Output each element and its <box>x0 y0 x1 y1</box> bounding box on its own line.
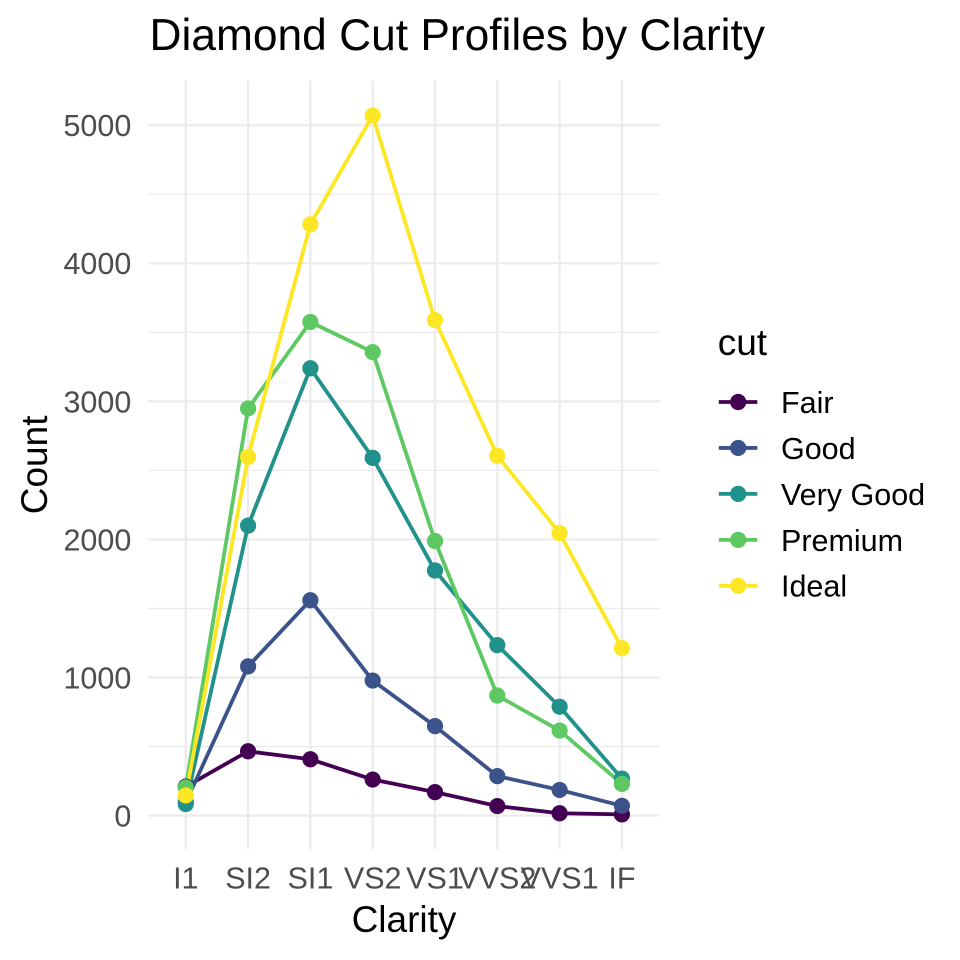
point-very-good-si2 <box>239 517 257 534</box>
point-good-si2 <box>239 658 257 675</box>
legend-item-good: Good <box>718 432 856 466</box>
legend-label-good: Good <box>781 432 856 466</box>
point-premium-si2 <box>239 400 257 417</box>
grid-minor-layer <box>148 193 660 748</box>
x-tick-label-si1: SI1 <box>288 862 334 896</box>
legend-label-very-good: Very Good <box>781 478 925 512</box>
point-very-good-vs2 <box>364 449 381 466</box>
point-very-good-vvs1 <box>551 698 568 715</box>
point-good-vs2 <box>364 672 381 689</box>
legend-title: cut <box>718 322 768 363</box>
y-tick-label-4000: 4000 <box>63 247 131 281</box>
point-very-good-vs1 <box>426 562 444 579</box>
legend-key-dot-good <box>730 439 747 457</box>
legend-key-dot-very-good <box>730 485 747 502</box>
series-line-premium <box>183 320 624 788</box>
y-tick-label-5000: 5000 <box>63 109 131 143</box>
x-tick-label-vvs1: VVS1 <box>521 862 599 896</box>
point-ideal-i1 <box>177 787 194 804</box>
x-tick-label-vs2: VS2 <box>344 862 402 896</box>
x-tick-label-if: IF <box>608 862 635 896</box>
point-premium-if <box>613 775 631 792</box>
series-line-ideal <box>183 113 624 796</box>
point-very-good-vvs2 <box>489 636 506 654</box>
point-premium-vvs2 <box>489 687 506 704</box>
legend-label-premium: Premium <box>781 524 903 558</box>
y-tick-label-0: 0 <box>114 800 131 834</box>
point-ideal-vs2 <box>364 107 381 124</box>
point-good-vvs1 <box>551 781 568 799</box>
point-ideal-si1 <box>302 216 319 233</box>
series-line-layer <box>183 113 624 817</box>
legend-key-dot-fair <box>730 393 747 411</box>
point-fair-si1 <box>302 751 319 768</box>
point-fair-vs1 <box>426 784 444 801</box>
point-fair-si2 <box>239 743 257 760</box>
legend-item-premium: Premium <box>718 524 903 558</box>
point-ideal-vvs1 <box>551 524 568 542</box>
x-tick-label-si2: SI2 <box>225 862 271 896</box>
series-line-good <box>184 598 623 808</box>
y-tick-label-2000: 2000 <box>63 523 131 557</box>
point-ideal-vs1 <box>426 311 444 329</box>
x-tick-label-vs1: VS1 <box>406 862 464 896</box>
point-premium-vs1 <box>426 532 444 550</box>
point-good-vs1 <box>426 718 444 735</box>
point-ideal-vvs2 <box>489 447 506 464</box>
point-premium-vvs1 <box>551 722 568 739</box>
series-point-layer <box>177 107 631 823</box>
series-line-very-good <box>183 366 624 805</box>
x-tick-label-i1: I1 <box>173 862 198 896</box>
point-ideal-if <box>613 640 631 657</box>
point-very-good-si1 <box>302 360 319 377</box>
y-tick-label-1000: 1000 <box>63 661 131 695</box>
legend-key-dot-premium <box>730 531 747 548</box>
legend-key-dot-ideal <box>730 577 747 594</box>
point-fair-vs2 <box>364 771 381 788</box>
y-axis-tick-labels: 0 1000 2000 3000 4000 5000 <box>63 109 131 833</box>
x-tick-label-vvs2: VVS2 <box>458 862 536 896</box>
legend-items: Fair Good Very Good Premium Ideal <box>718 386 925 604</box>
legend-item-very-good: Very Good <box>718 478 925 512</box>
chart-title: Diamond Cut Profiles by Clarity <box>150 11 766 60</box>
y-tick-label-3000: 3000 <box>63 385 131 419</box>
legend-label-ideal: Ideal <box>781 570 847 604</box>
point-premium-vs2 <box>364 343 381 361</box>
point-good-if <box>613 797 631 814</box>
y-axis-title: Count <box>14 415 55 514</box>
series-line-fair <box>184 749 622 817</box>
legend-item-ideal: Ideal <box>718 570 847 604</box>
point-premium-si1 <box>302 313 319 331</box>
legend-item-fair: Fair <box>718 386 834 420</box>
legend: cut Fair Good Very Good Premium Ideal <box>718 322 925 604</box>
point-ideal-si2 <box>239 448 257 465</box>
point-fair-vvs2 <box>489 797 506 815</box>
x-axis-title: Clarity <box>352 899 457 940</box>
point-fair-vvs1 <box>551 805 568 822</box>
legend-label-fair: Fair <box>781 386 834 420</box>
point-good-si1 <box>302 592 319 609</box>
point-good-vvs2 <box>489 768 506 785</box>
